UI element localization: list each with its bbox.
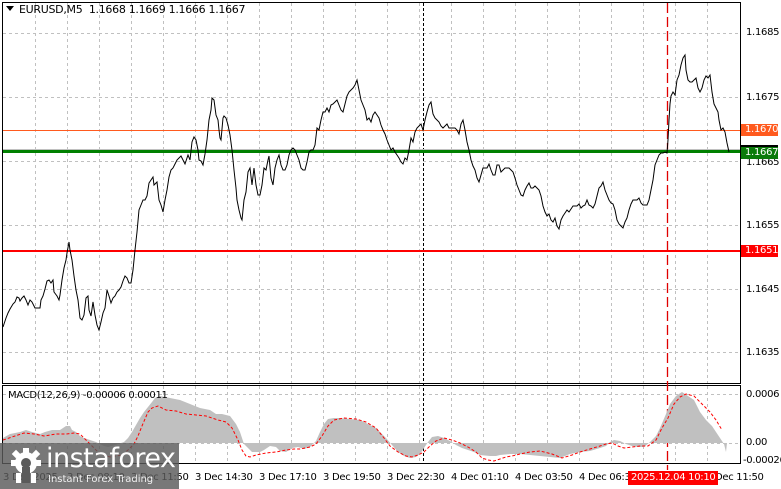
macd-histogram [3, 392, 727, 458]
watermark-brand: instaforex [46, 443, 176, 474]
time-tick: 4 Dec 11:50 [706, 472, 764, 483]
time-cursor-tag: 2025.12.04 10:10 [628, 471, 719, 485]
time-tick: 4 Dec 01:10 [451, 472, 509, 483]
time-tick: 4 Dec 03:50 [515, 472, 573, 483]
macd-pane-border [2, 385, 741, 464]
watermark-tagline: Instant Forex Trading [48, 474, 154, 485]
price-tick: 1.1665 [746, 157, 780, 168]
time-tick: 3 Dec 19:50 [323, 472, 381, 483]
time-tick: 4 Dec 06:30 [579, 472, 637, 483]
price-tick: 1.1655 [746, 220, 780, 231]
price-line [2, 53, 730, 332]
price-tick: 1.1675 [746, 92, 780, 103]
macd-tick: -0.00026 [743, 455, 781, 466]
time-tick: 3 Dec 17:10 [259, 472, 317, 483]
chart-title: EURUSD,M5 1.1668 1.1669 1.1666 1.1667 [6, 3, 246, 16]
price-tick: 1.1635 [746, 347, 780, 358]
ohlc-values: 1.1668 1.1669 1.1666 1.1667 [88, 3, 246, 16]
macd-indicator-label: MACD(12,26,9) -0.00006 0.00011 [8, 390, 168, 401]
symbol-timeframe: EURUSD,M5 [19, 3, 83, 16]
time-tick: 3 Dec 22:30 [387, 472, 445, 483]
main-pane-border [2, 2, 741, 384]
gear-logo-icon [11, 448, 41, 483]
orange-level-tag: 1.1670 [741, 124, 779, 136]
time-tick: 3 Dec 14:30 [195, 472, 253, 483]
grid-horizontal [3, 33, 740, 444]
macd-tick: 0.00 [746, 437, 768, 448]
current-price-tag: 1.1667 [741, 145, 779, 159]
dropdown-triangle-icon[interactable] [6, 6, 14, 11]
price-tick: 1.1685 [746, 27, 780, 38]
price-tick: 1.1645 [746, 284, 780, 295]
macd-tick: 0.0006 [746, 389, 780, 400]
instaforex-watermark: instaforex Instant Forex Trading [0, 443, 179, 489]
red-level-tag: 1.1651 [741, 245, 779, 257]
